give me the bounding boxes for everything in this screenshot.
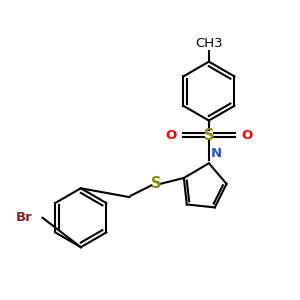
Text: N: N <box>211 147 222 160</box>
Text: S: S <box>151 176 161 191</box>
Text: CH3: CH3 <box>195 37 223 50</box>
Text: S: S <box>204 128 214 143</box>
Text: Br: Br <box>16 211 32 224</box>
Text: O: O <box>165 129 176 142</box>
Text: O: O <box>241 129 253 142</box>
